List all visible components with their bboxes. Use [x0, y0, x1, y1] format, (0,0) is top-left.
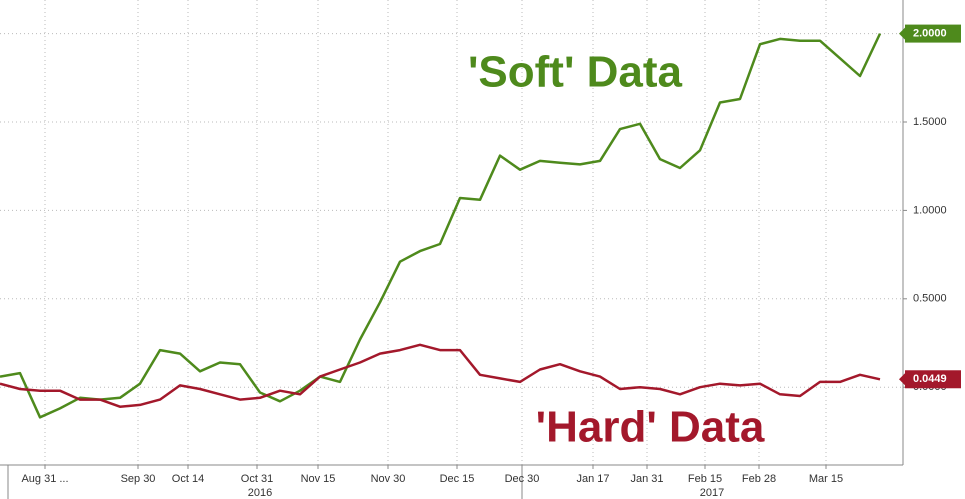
- year-label: 2017: [700, 487, 724, 499]
- x-tick-label: Dec 15: [440, 473, 475, 485]
- y-tick-label: 0.5000: [913, 293, 947, 305]
- last-value-badge: [905, 24, 961, 43]
- x-tick-label: Oct 14: [172, 473, 204, 485]
- x-tick-label: Oct 31: [241, 473, 273, 485]
- x-tick-label: Jan 31: [630, 473, 663, 485]
- series-line: [0, 343, 881, 408]
- x-tick-label: Dec 30: [505, 473, 540, 485]
- annotation: 'Hard' Data: [536, 403, 765, 452]
- plot-area: [0, 0, 903, 465]
- x-tick-label: Feb 15: [688, 473, 722, 485]
- y-tick-label: 1.0000: [913, 204, 947, 216]
- annotation: 'Soft' Data: [468, 48, 683, 97]
- badge-pointer: [899, 373, 905, 386]
- badge-pointer: [899, 27, 905, 40]
- x-tick-label: Jan 17: [576, 473, 609, 485]
- last-value-label: 2.0000: [913, 27, 947, 39]
- x-tick-label: Aug 31 ...: [21, 473, 68, 485]
- y-tick-label: 1.5000: [913, 116, 947, 128]
- last-value-badge: [905, 370, 961, 389]
- last-value-label: 0.0449: [913, 373, 947, 385]
- x-tick-label: Nov 30: [371, 473, 406, 485]
- series-line: [0, 33, 882, 419]
- x-tick-label: Feb 28: [742, 473, 776, 485]
- x-tick-label: Nov 15: [301, 473, 336, 485]
- year-label: 2016: [248, 487, 272, 499]
- x-tick-label: Mar 15: [809, 473, 843, 485]
- x-tick-label: Sep 30: [121, 473, 156, 485]
